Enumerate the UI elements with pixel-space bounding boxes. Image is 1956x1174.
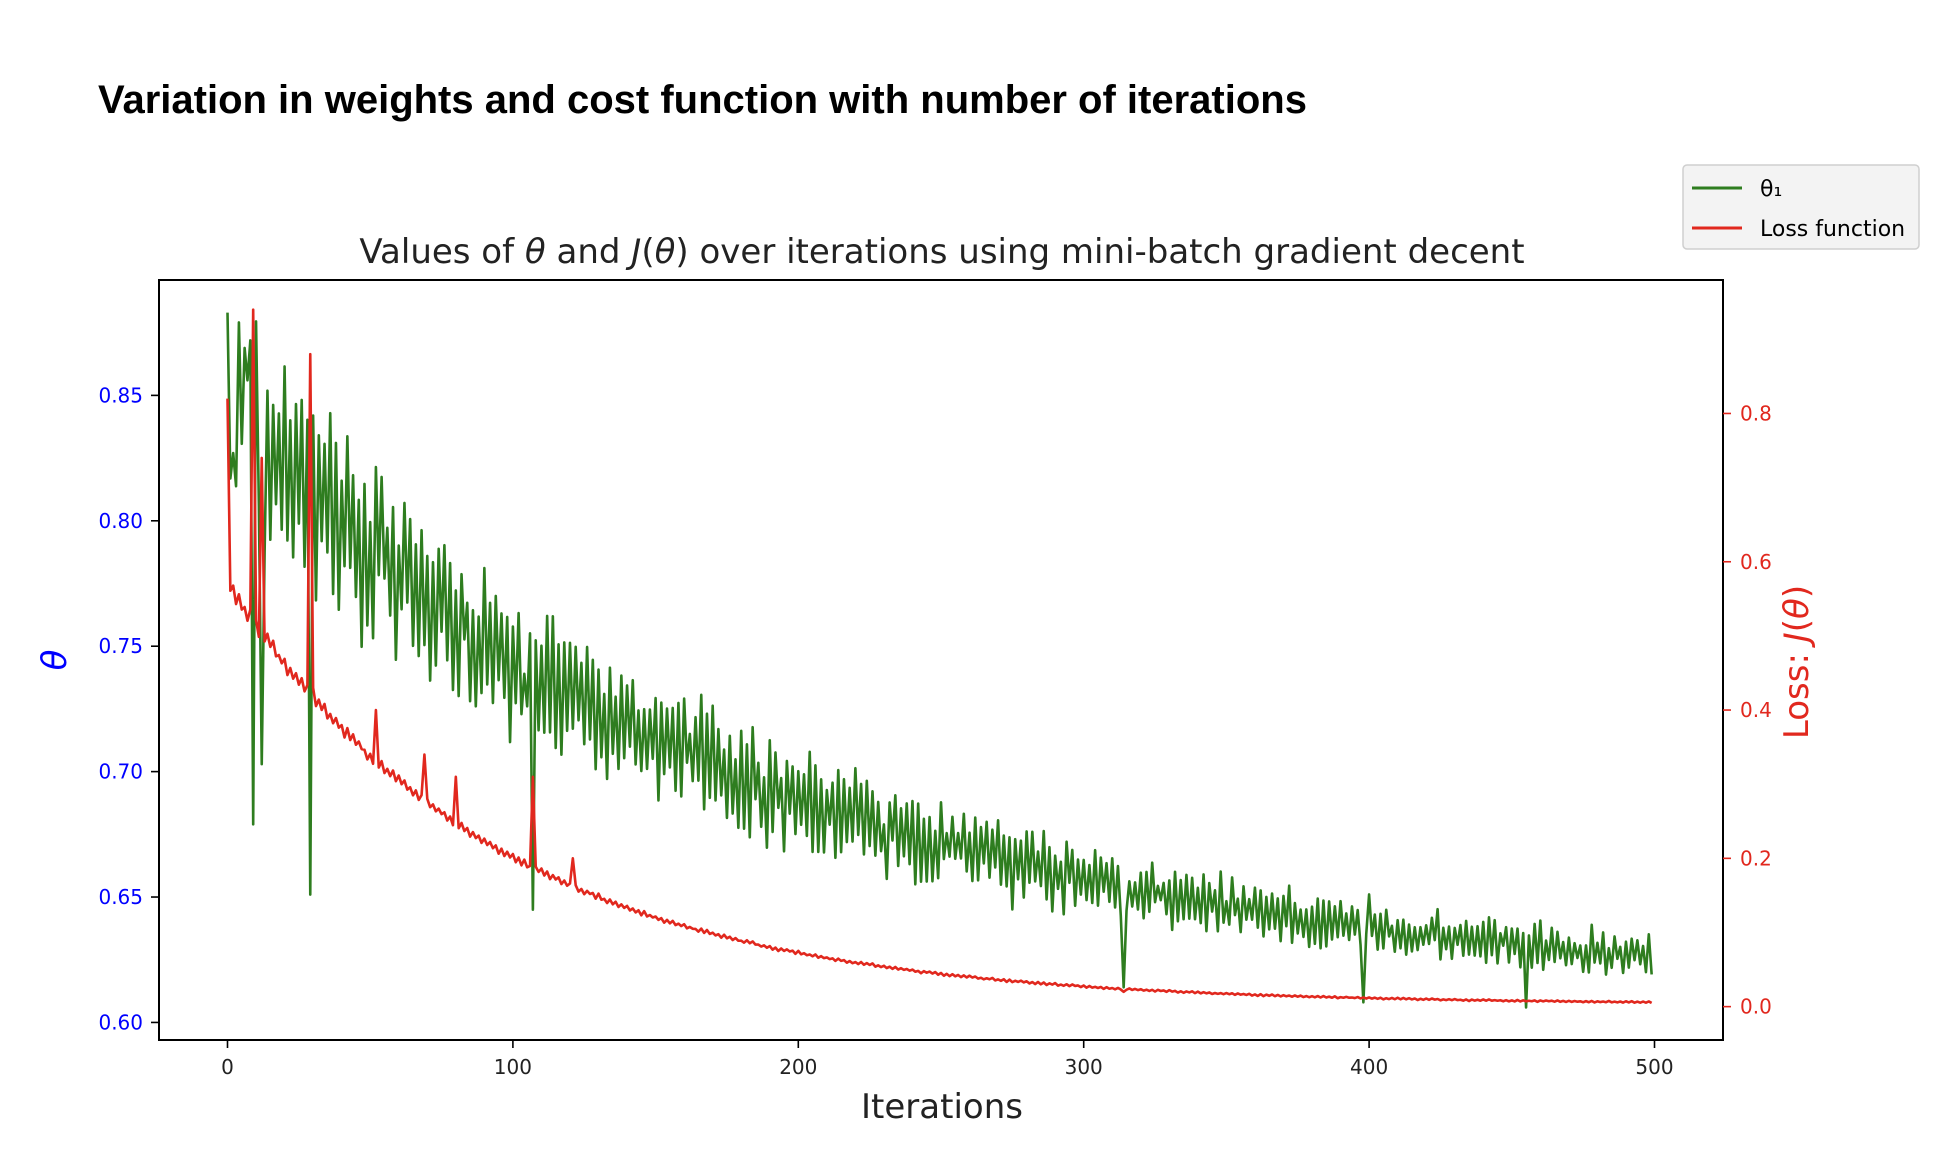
right-tick-label: 0.4	[1740, 698, 1772, 722]
x-tick-label: 400	[1350, 1055, 1388, 1079]
slide-title: Variation in weights and cost function w…	[98, 78, 1307, 122]
left-axis-label: θ	[35, 649, 75, 670]
theta-series-line	[226, 312, 1653, 1009]
x-tick-label: 200	[779, 1055, 817, 1079]
plot-area	[158, 279, 1724, 1041]
left-axis: 0.60 0.65 0.70 0.75 0.80 0.85 θ	[35, 383, 159, 1034]
x-tick-label: 0	[221, 1055, 234, 1079]
legend: θ₁ Loss function	[1682, 164, 1920, 250]
x-tick-label: 300	[1065, 1055, 1103, 1079]
left-tick-label: 0.65	[98, 885, 143, 909]
x-tick-label: 100	[494, 1055, 532, 1079]
x-axis: 0 100 200 300 400 500 Iterations	[221, 1040, 1674, 1127]
left-tick-label: 0.75	[98, 634, 143, 658]
loss-series-line	[226, 308, 1653, 1005]
x-axis-label: Iterations	[861, 1087, 1023, 1127]
left-tick-label: 0.70	[98, 760, 143, 784]
right-tick-label: 0.2	[1740, 846, 1772, 870]
legend-label: θ₁	[1760, 177, 1782, 202]
chart-title: Values of θ and J(θ) over iterations usi…	[359, 232, 1524, 272]
plot-frame	[158, 279, 1724, 1041]
left-tick-label: 0.60	[98, 1010, 143, 1034]
right-axis: 0.0 0.2 0.4 0.6 0.8 Loss: J(θ)	[1723, 401, 1817, 1019]
right-tick-label: 0.8	[1740, 401, 1772, 425]
right-tick-label: 0.6	[1740, 550, 1772, 574]
right-axis-label: Loss: J(θ)	[1777, 585, 1817, 739]
left-tick-label: 0.85	[98, 383, 143, 407]
right-tick-label: 0.0	[1740, 995, 1772, 1019]
legend-label: Loss function	[1760, 217, 1905, 242]
x-tick-label: 500	[1635, 1055, 1673, 1079]
left-tick-label: 0.80	[98, 509, 143, 533]
